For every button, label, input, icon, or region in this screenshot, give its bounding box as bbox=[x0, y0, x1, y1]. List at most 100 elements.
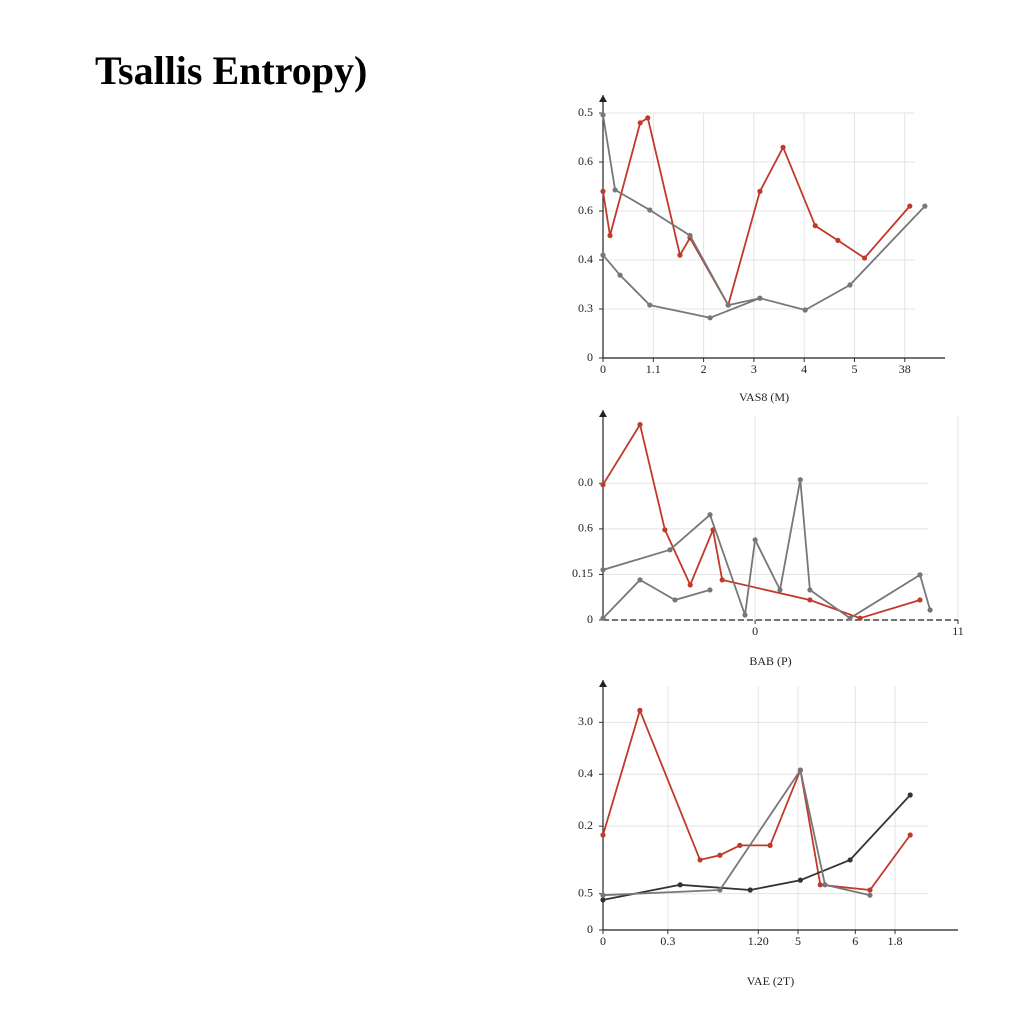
x-tick-label: 4 bbox=[801, 362, 807, 376]
data-point bbox=[822, 882, 828, 888]
data-point bbox=[907, 792, 913, 798]
data-point bbox=[687, 232, 693, 239]
data-point bbox=[802, 307, 808, 313]
data-point bbox=[637, 421, 643, 428]
series-line bbox=[602, 579, 711, 619]
data-point bbox=[867, 887, 873, 893]
data-point bbox=[847, 615, 853, 621]
x-tick-label: 1.1 bbox=[646, 362, 661, 376]
y-tick-label: 0.4 bbox=[578, 252, 593, 266]
data-point bbox=[812, 223, 818, 229]
data-point bbox=[647, 207, 653, 213]
data-point bbox=[600, 188, 606, 194]
y-tick-label: 3.0 bbox=[578, 714, 593, 728]
data-point bbox=[780, 144, 786, 150]
series-line bbox=[602, 254, 761, 319]
data-point bbox=[725, 302, 731, 308]
data-point bbox=[767, 842, 773, 848]
data-point bbox=[835, 237, 841, 243]
x-tick-label: 11 bbox=[952, 624, 964, 638]
data-point bbox=[707, 512, 713, 518]
y-axis-arrow bbox=[599, 410, 607, 417]
data-point bbox=[600, 567, 606, 573]
x-tick-label: 5 bbox=[795, 934, 801, 948]
series-line bbox=[602, 423, 921, 620]
data-point bbox=[797, 767, 803, 773]
data-point bbox=[917, 572, 923, 578]
series-line bbox=[602, 709, 911, 891]
data-point bbox=[907, 203, 913, 209]
data-point bbox=[807, 597, 813, 603]
data-point bbox=[717, 887, 723, 893]
data-point bbox=[672, 597, 678, 603]
y-tick-label: 0 bbox=[587, 612, 593, 626]
data-point bbox=[922, 203, 928, 209]
data-point bbox=[717, 852, 723, 858]
y-axis-arrow bbox=[599, 95, 607, 102]
x-axis-label: BAB (P) bbox=[749, 654, 791, 668]
y-tick-label: 0 bbox=[587, 922, 593, 936]
data-point bbox=[645, 115, 651, 121]
data-point bbox=[600, 252, 606, 258]
x-tick-label: 0 bbox=[600, 362, 606, 376]
data-point bbox=[667, 547, 673, 553]
x-axis-label: VAE (2T) bbox=[747, 974, 794, 988]
data-point bbox=[757, 188, 763, 194]
data-point bbox=[662, 527, 668, 533]
data-point bbox=[747, 887, 753, 893]
data-point bbox=[607, 232, 613, 239]
data-point bbox=[737, 842, 743, 848]
x-tick-label: 2 bbox=[701, 362, 707, 376]
data-point bbox=[719, 577, 725, 583]
series-line bbox=[602, 478, 931, 620]
data-point bbox=[600, 482, 606, 488]
data-point bbox=[797, 877, 803, 883]
data-point bbox=[797, 477, 803, 483]
series-line bbox=[602, 114, 926, 311]
data-point bbox=[677, 252, 683, 258]
data-point bbox=[752, 537, 758, 543]
x-tick-label: 38 bbox=[899, 362, 911, 376]
data-point bbox=[807, 587, 813, 593]
data-point bbox=[847, 282, 853, 288]
x-tick-label: 6 bbox=[852, 934, 858, 948]
y-tick-label: 0.5 bbox=[578, 885, 593, 899]
x-tick-label: 1.8 bbox=[888, 934, 903, 948]
y-tick-label: 0 bbox=[587, 350, 593, 364]
data-point bbox=[612, 187, 618, 193]
y-tick-label: 0.5 bbox=[578, 105, 593, 119]
data-point bbox=[697, 857, 703, 863]
y-tick-label: 0.15 bbox=[572, 566, 593, 580]
data-point bbox=[861, 255, 868, 261]
y-tick-label: 0.4 bbox=[578, 766, 593, 780]
data-point bbox=[600, 832, 606, 838]
data-point bbox=[617, 272, 623, 278]
data-point bbox=[600, 112, 606, 118]
data-point bbox=[817, 882, 823, 888]
data-point bbox=[927, 607, 933, 613]
y-tick-label: 0.6 bbox=[578, 154, 593, 168]
data-point bbox=[907, 832, 913, 838]
x-axis-label: VAS8 (M) bbox=[739, 390, 789, 404]
y-tick-label: 0.0 bbox=[578, 475, 593, 489]
y-tick-label: 0.3 bbox=[578, 301, 593, 315]
data-point bbox=[777, 587, 783, 593]
series-line bbox=[602, 769, 871, 897]
data-point bbox=[637, 577, 643, 583]
data-point bbox=[707, 315, 713, 321]
y-tick-label: 0.6 bbox=[578, 203, 593, 217]
y-tick-label: 0.6 bbox=[578, 521, 593, 535]
y-tick-label: 0.2 bbox=[578, 818, 593, 832]
data-point bbox=[742, 612, 748, 618]
x-tick-label: 5 bbox=[851, 362, 857, 376]
series-line bbox=[602, 794, 911, 901]
x-tick-label: 0 bbox=[600, 934, 606, 948]
data-point bbox=[647, 302, 653, 308]
page-title: Tsallis Entropy) bbox=[95, 48, 367, 93]
data-point bbox=[677, 882, 683, 888]
data-point bbox=[600, 892, 606, 898]
data-point bbox=[917, 597, 923, 603]
y-axis-arrow bbox=[599, 680, 607, 687]
x-tick-label: 0 bbox=[752, 624, 758, 638]
data-point bbox=[707, 587, 713, 593]
